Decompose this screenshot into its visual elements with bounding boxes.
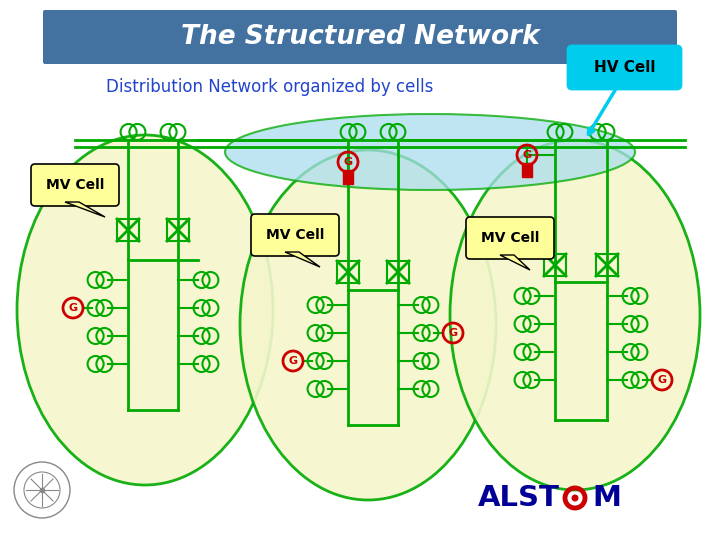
Bar (544, 254, 566, 276)
Text: G: G (68, 303, 78, 313)
Bar (596, 254, 618, 276)
Ellipse shape (225, 114, 635, 190)
Text: MV Cell: MV Cell (481, 231, 539, 245)
Polygon shape (500, 255, 530, 270)
FancyBboxPatch shape (568, 46, 681, 89)
Text: G: G (449, 328, 458, 338)
Ellipse shape (17, 135, 273, 485)
Bar (167, 219, 189, 241)
Text: MV Cell: MV Cell (46, 178, 104, 192)
Bar (337, 261, 359, 283)
Text: MV Cell: MV Cell (266, 228, 324, 242)
FancyBboxPatch shape (251, 214, 339, 256)
Circle shape (572, 495, 578, 502)
Polygon shape (65, 202, 105, 217)
Ellipse shape (240, 150, 496, 500)
Text: HV Cell: HV Cell (594, 60, 655, 75)
FancyBboxPatch shape (43, 10, 677, 64)
Bar (117, 219, 139, 241)
Text: G: G (657, 375, 667, 385)
Text: ALST: ALST (478, 484, 560, 512)
Text: G: G (289, 356, 297, 366)
Polygon shape (285, 252, 320, 267)
Text: The Structured Network: The Structured Network (181, 24, 539, 50)
Bar (387, 261, 409, 283)
Text: Distribution Network organized by cells: Distribution Network organized by cells (107, 78, 433, 96)
Bar (522, 163, 532, 177)
Text: G: G (523, 150, 531, 160)
Text: M: M (592, 484, 621, 512)
FancyBboxPatch shape (31, 164, 119, 206)
FancyBboxPatch shape (466, 217, 554, 259)
Ellipse shape (450, 140, 700, 490)
Bar (343, 170, 353, 184)
Text: G: G (343, 157, 353, 167)
